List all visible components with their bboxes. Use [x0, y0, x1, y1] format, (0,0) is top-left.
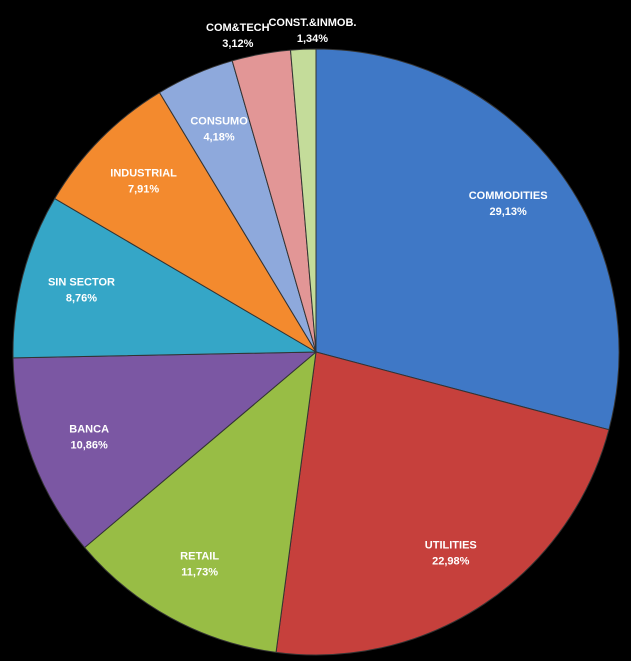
slice-value-label: 7,91% [128, 184, 159, 196]
pie-slice [315, 48, 620, 431]
pie-slice [12, 351, 318, 549]
slice-label: COM&TECH [206, 22, 270, 34]
slice-label: UTILITIES [425, 539, 477, 551]
pie-slice [12, 197, 318, 359]
slice-value-label: 8,76% [66, 293, 97, 305]
slice-value-label: 22,98% [432, 555, 470, 567]
slice-value-label: 4,18% [203, 132, 234, 144]
slice-label: SIN SECTOR [48, 277, 115, 289]
slice-label: INDUSTRIAL [110, 168, 177, 180]
slice-value-label: 1,34% [297, 33, 328, 45]
pie-slice [83, 350, 317, 653]
slice-value-label: 10,86% [71, 439, 109, 451]
slice-value-label: 29,13% [489, 206, 527, 218]
slice-label: COMMODITIES [469, 190, 548, 202]
slice-label: RETAIL [180, 551, 219, 563]
pie-slice [54, 91, 317, 353]
slice-value-label: 3,12% [222, 38, 253, 50]
slice-label: CONST.&INMOB. [268, 17, 356, 29]
slice-value-label: 11,73% [181, 567, 218, 579]
pie-slice [289, 48, 317, 353]
slice-label: CONSUMO [190, 116, 248, 128]
pie-slice [275, 351, 610, 656]
slice-label: BANCA [69, 423, 109, 435]
